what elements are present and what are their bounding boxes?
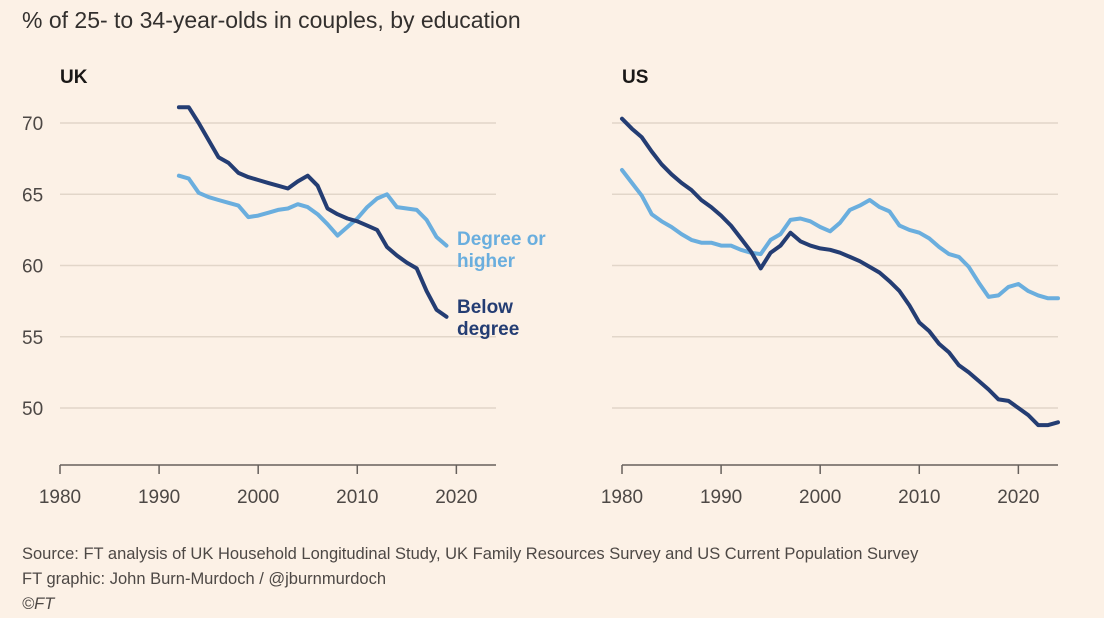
uk-y-tick-label-55: 55 [22,328,43,349]
uk-degree-label: Degree or higher [457,229,551,272]
source-note: Source: FT analysis of UK Household Long… [22,545,919,563]
us-panel: US 1980 1990 2000 2010 2020 [601,67,1060,508]
us-degree-line [620,168,1060,301]
us-x-tick-label-2020: 2020 [997,487,1039,508]
uk-series [176,105,449,319]
uk-x-tick-label-1990: 1990 [138,487,180,508]
uk-y-ticks: 50 55 60 65 70 [22,114,43,420]
uk-y-tick-label-60: 60 [22,257,43,278]
uk-below-label-line-1: Below [457,297,513,318]
uk-x-tick-label-1980: 1980 [39,487,81,508]
us-below-line [620,116,1060,428]
uk-degree-label-line-1: Degree or [457,229,546,250]
us-x-tick-label-1990: 1990 [700,487,742,508]
uk-below-label: Below degree [457,297,519,340]
credit-note: FT graphic: John Burn-Murdoch / @jburnmu… [22,570,386,588]
us-x-tick-label-1980: 1980 [601,487,643,508]
uk-degree-label-line-2: higher [457,251,516,272]
uk-x-tick-label-2000: 2000 [237,487,279,508]
uk-below-label-line-2: degree [457,319,519,340]
uk-y-tick-label-70: 70 [22,114,43,135]
us-x-ticks: 1980 1990 2000 2010 2020 [601,465,1040,508]
copyright-note: ©FT [22,595,56,613]
us-gridlines [612,122,1058,409]
uk-degree-line [176,173,449,248]
us-series [620,116,1060,428]
uk-y-tick-label-65: 65 [22,185,43,206]
us-panel-title: US [622,67,648,88]
us-x-tick-label-2010: 2010 [898,487,940,508]
uk-gridlines [60,122,496,409]
uk-x-tick-label-2010: 2010 [336,487,378,508]
chart-title: % of 25- to 34-year-olds in couples, by … [22,7,521,33]
uk-y-tick-label-50: 50 [22,399,43,420]
us-x-tick-label-2000: 2000 [799,487,841,508]
uk-x-ticks: 1980 1990 2000 2010 2020 [39,465,478,508]
uk-x-tick-label-2020: 2020 [435,487,477,508]
uk-panel-title: UK [60,67,88,88]
uk-below-line [176,105,449,319]
uk-panel: UK 50 55 60 65 70 1980 1990 2000 2010 2020 Degre… [22,67,551,508]
